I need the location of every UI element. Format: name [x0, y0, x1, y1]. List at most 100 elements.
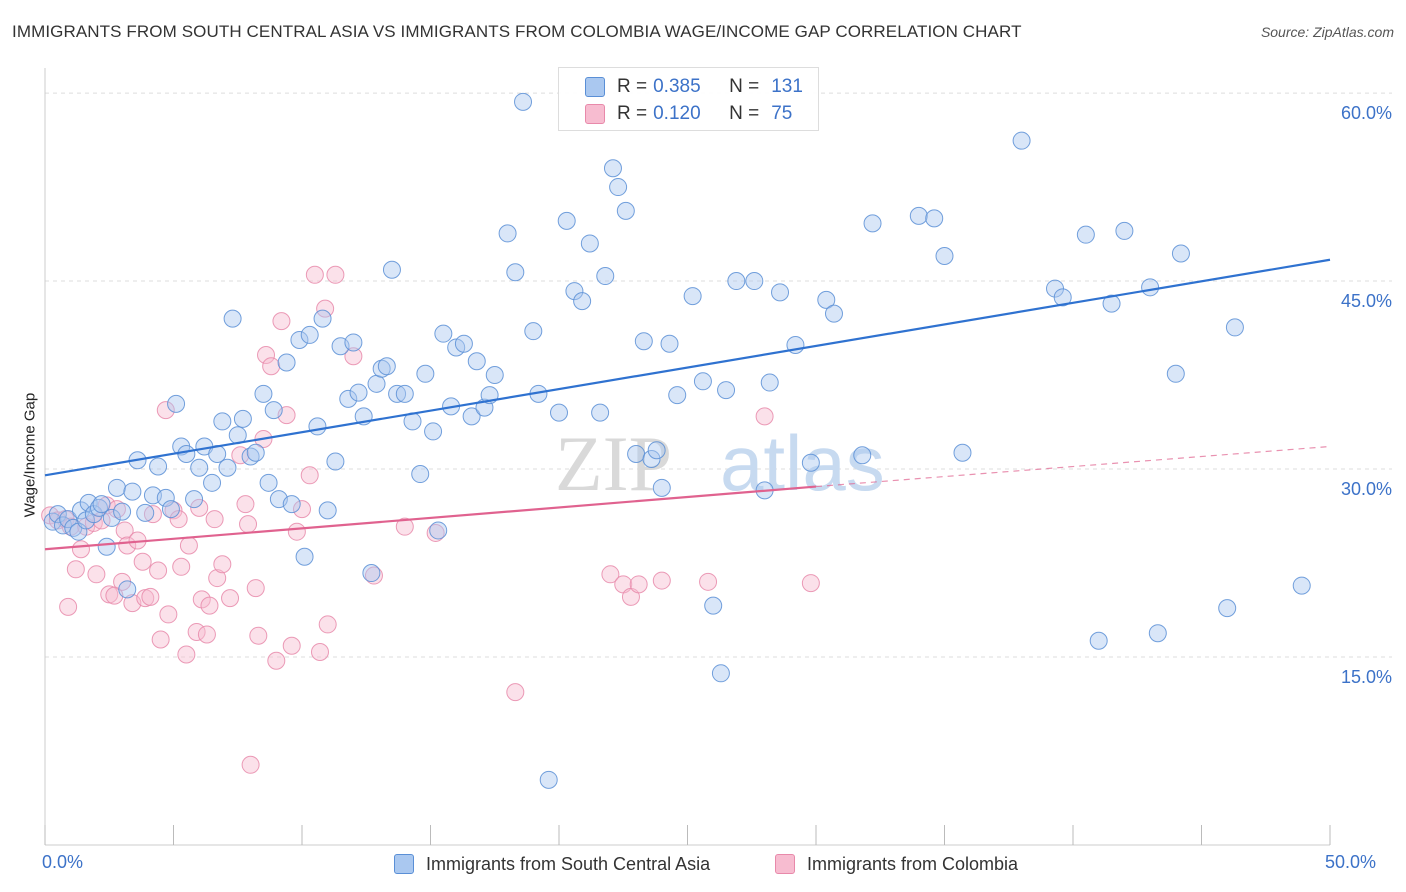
south-central-asia-point: [498, 224, 517, 243]
colombia-point: [272, 312, 291, 331]
chart-title: IMMIGRANTS FROM SOUTH CENTRAL ASIA VS IM…: [12, 22, 1022, 41]
south-central-asia-point: [550, 403, 568, 422]
colombia-point: [629, 575, 648, 594]
south-central-asia-point: [318, 501, 337, 520]
y-axis-label: Wage/Income Gap: [21, 392, 39, 518]
colombia-point: [221, 589, 240, 608]
south-central-asia-point: [771, 283, 790, 302]
south-central-asia-point: [704, 596, 723, 615]
south-central-asia-point: [97, 537, 116, 556]
legend-row-blue: R = 0.385 N = 131: [559, 74, 803, 100]
south-central-asia-point: [1076, 225, 1095, 244]
south-central-asia-point: [647, 441, 666, 460]
colombia-point: [151, 630, 170, 649]
south-central-asia-point: [156, 488, 175, 507]
y-tick-label: 15.0%: [1340, 667, 1392, 688]
colombia-point: [364, 566, 383, 585]
south-central-asia-point: [223, 309, 242, 328]
legend-n-label: N =: [729, 76, 760, 97]
south-central-asia-point: [282, 495, 301, 514]
x-tick-label: 50.0%: [1325, 852, 1377, 872]
stats-legend: R = 0.385 N = 131 R = 0.120 N = 75: [558, 67, 819, 131]
south-central-asia-point: [79, 493, 98, 512]
colombia-point: [262, 357, 281, 376]
south-central-asia-point: [300, 325, 319, 344]
legend-row-pink: R = 0.120 N = 75: [559, 101, 792, 127]
legend-n-value: 75: [771, 103, 793, 124]
south-central-asia-point: [290, 330, 309, 349]
south-central-asia-point: [863, 214, 882, 233]
south-central-asia-point: [395, 384, 414, 403]
south-central-asia-point: [367, 374, 386, 393]
south-central-asia-point: [1115, 221, 1134, 240]
south-central-asia-point: [349, 383, 368, 402]
south-central-asia-point: [925, 209, 944, 228]
colombia-point: [601, 565, 620, 584]
south-central-asia-point: [727, 272, 746, 291]
south-central-asia-point: [344, 333, 363, 352]
south-central-asia-point: [149, 457, 168, 476]
south-central-asia-point: [1053, 288, 1072, 307]
colombia-point: [293, 500, 311, 519]
colombia-point: [172, 557, 191, 576]
south-central-asia-point: [377, 357, 396, 376]
south-central-asia-point: [313, 309, 332, 328]
colombia-point: [179, 536, 198, 555]
colombia-trend-line: [44, 485, 817, 551]
colombia-point: [59, 597, 78, 616]
south-central-asia-point: [693, 372, 712, 391]
south-central-asia-point: [339, 389, 358, 408]
south-central-asia-point: [824, 304, 843, 323]
south-central-asia-point: [326, 452, 345, 471]
trend-lines: [44, 258, 1331, 551]
south-central-asia-point: [454, 334, 473, 353]
south-central-asia-point: [1171, 244, 1190, 263]
y-tick-label: 30.0%: [1340, 479, 1392, 500]
south-central-asia-point: [102, 508, 121, 527]
bottom-legend-swatch-pink: [775, 854, 795, 874]
south-central-asia-point: [185, 490, 204, 509]
colombia-point: [282, 636, 301, 655]
south-central-asia-point: [92, 495, 111, 514]
south-central-asia-point: [1166, 364, 1185, 383]
y-tick-label: 60.0%: [1340, 103, 1392, 124]
colombia-point: [213, 555, 232, 574]
south-central-asia-point: [1225, 318, 1244, 337]
colombia-point: [159, 605, 178, 624]
south-central-asia-point: [295, 547, 314, 566]
south-central-asia-point: [616, 201, 635, 220]
colombia-point: [241, 755, 260, 774]
south-central-asia-point: [136, 503, 155, 522]
south-central-asia-point: [565, 282, 584, 301]
legend-r-label: R =: [617, 76, 648, 97]
bottom-legend-swatch-blue: [394, 854, 414, 874]
south-central-asia-point: [668, 386, 687, 405]
south-central-asia-point: [107, 478, 126, 497]
south-central-asia-point: [277, 353, 296, 372]
colombia-point: [133, 552, 152, 571]
south-central-asia-point: [48, 505, 67, 524]
colombia-point: [267, 651, 286, 670]
colombia-point: [318, 615, 337, 634]
bottom-legend-label-blue: Immigrants from South Central Asia: [426, 853, 711, 874]
colombia-point: [149, 561, 168, 580]
legend-r-value: 0.385: [653, 76, 701, 97]
colombia-point: [208, 569, 227, 588]
colombia-point: [205, 510, 224, 529]
south-central-asia-point: [506, 263, 525, 282]
south-central-asia-point: [434, 324, 453, 343]
south-central-asia-point: [634, 332, 653, 351]
south-central-asia-point: [233, 409, 252, 428]
legend-r-value: 0.120: [653, 103, 701, 124]
south-central-asia-point: [161, 500, 180, 519]
south-central-asia-point: [660, 334, 679, 353]
gridlines: [45, 92, 1392, 658]
colombia-point: [506, 683, 525, 702]
colombia-point: [755, 407, 774, 426]
south-central-asia-point: [59, 510, 78, 529]
source-label: Source: ZipAtlas.com: [1260, 24, 1394, 40]
legend-r-label: R =: [617, 103, 648, 124]
legend-swatch-pink: [585, 104, 605, 124]
south-central-asia-point: [609, 178, 628, 197]
colombia-point: [287, 522, 306, 541]
